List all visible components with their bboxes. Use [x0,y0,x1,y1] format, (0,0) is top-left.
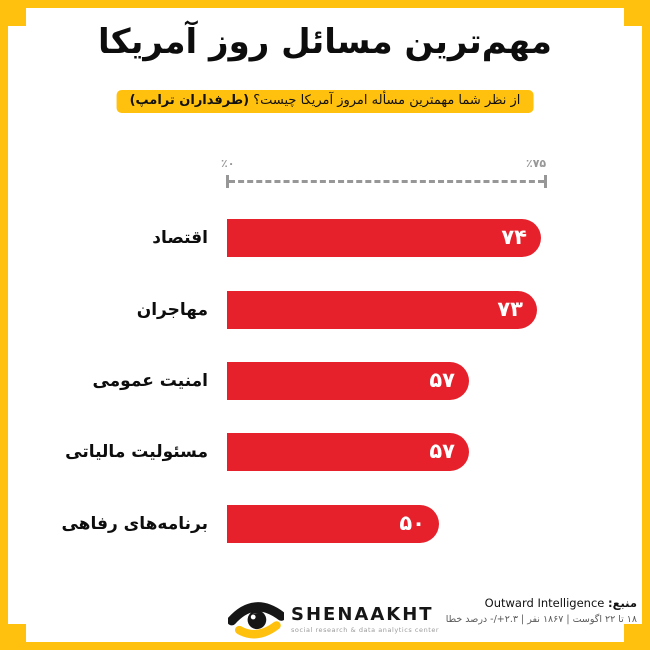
subtitle-question: از نظر شما مهمترین مسأله امروز آمریکا چی… [116,90,534,113]
source-value: Outward Intelligence [484,596,605,610]
frame-corner-top-right [624,0,650,26]
bar-welfare-programs: ۵۰ [227,505,439,543]
bar-value: ۵۷ [429,439,455,463]
bar-fiscal-responsibility: ۵۷ [227,433,469,471]
source-line: منبع: Outward Intelligence [446,596,637,610]
subtitle-text: از نظر شما مهمترین مسأله امروز آمریکا چی… [253,93,521,108]
frame-corner-top-left [0,0,26,26]
bar-value: ۷۴ [501,225,527,249]
axis-tick-end [544,175,547,188]
axis-dashed-line [229,180,544,183]
bar-value: ۵۰ [399,511,425,535]
bar-value: ۵۷ [429,368,455,392]
bar-immigrants: ۷۳ [227,291,537,329]
subtitle-audience: (طرفداران ترامپ) [129,93,250,108]
bar-label: امنیت عمومی [92,371,208,391]
frame-corner-bottom-left [0,624,26,650]
logo-wordmark: SHENAAKHT [291,603,434,625]
frame-corner-bottom-right [624,624,650,650]
bar-value: ۷۳ [497,297,523,321]
logo-tagline: social research & data analytics center [291,625,440,634]
bar-label: برنامه‌های رفاهی [61,514,208,534]
bar-label: مهاجران [136,300,208,320]
axis-tick-label-0: ٪۰ [221,157,235,170]
bar-row-welfare-programs: برنامه‌های رفاهی ۵۰ [0,505,650,543]
source-label: منبع: [608,596,637,610]
eye-icon [227,594,286,644]
bar-label: اقتصاد [152,228,208,248]
bar-row-fiscal-responsibility: مسئولیت مالیاتی ۵۷ [0,433,650,471]
axis-tick-label-75: ٪۷۵ [526,157,547,170]
survey-details: ۱۸ تا ۲۲ اگوست | ۱۸۶۷ نفر | ۲.۳+/- درصد … [445,614,637,625]
bar-row-economy: اقتصاد ۷۴ [0,219,650,257]
bar-row-immigrants: مهاجران ۷۳ [0,291,650,329]
bar-row-public-safety: امنیت عمومی ۵۷ [0,362,650,400]
bar-public-safety: ۵۷ [227,362,469,400]
page-title: مهم‌ترین مسائل روز آمریکا [98,22,552,62]
bar-economy: ۷۴ [227,219,541,257]
shenaakht-logo: SHENAAKHT social research & data analyti… [227,594,440,644]
source-block: منبع: Outward Intelligence ۱۸ تا ۲۲ اگوس… [446,596,637,625]
axis-tick-start [226,175,229,188]
bar-label: مسئولیت مالیاتی [65,442,208,462]
